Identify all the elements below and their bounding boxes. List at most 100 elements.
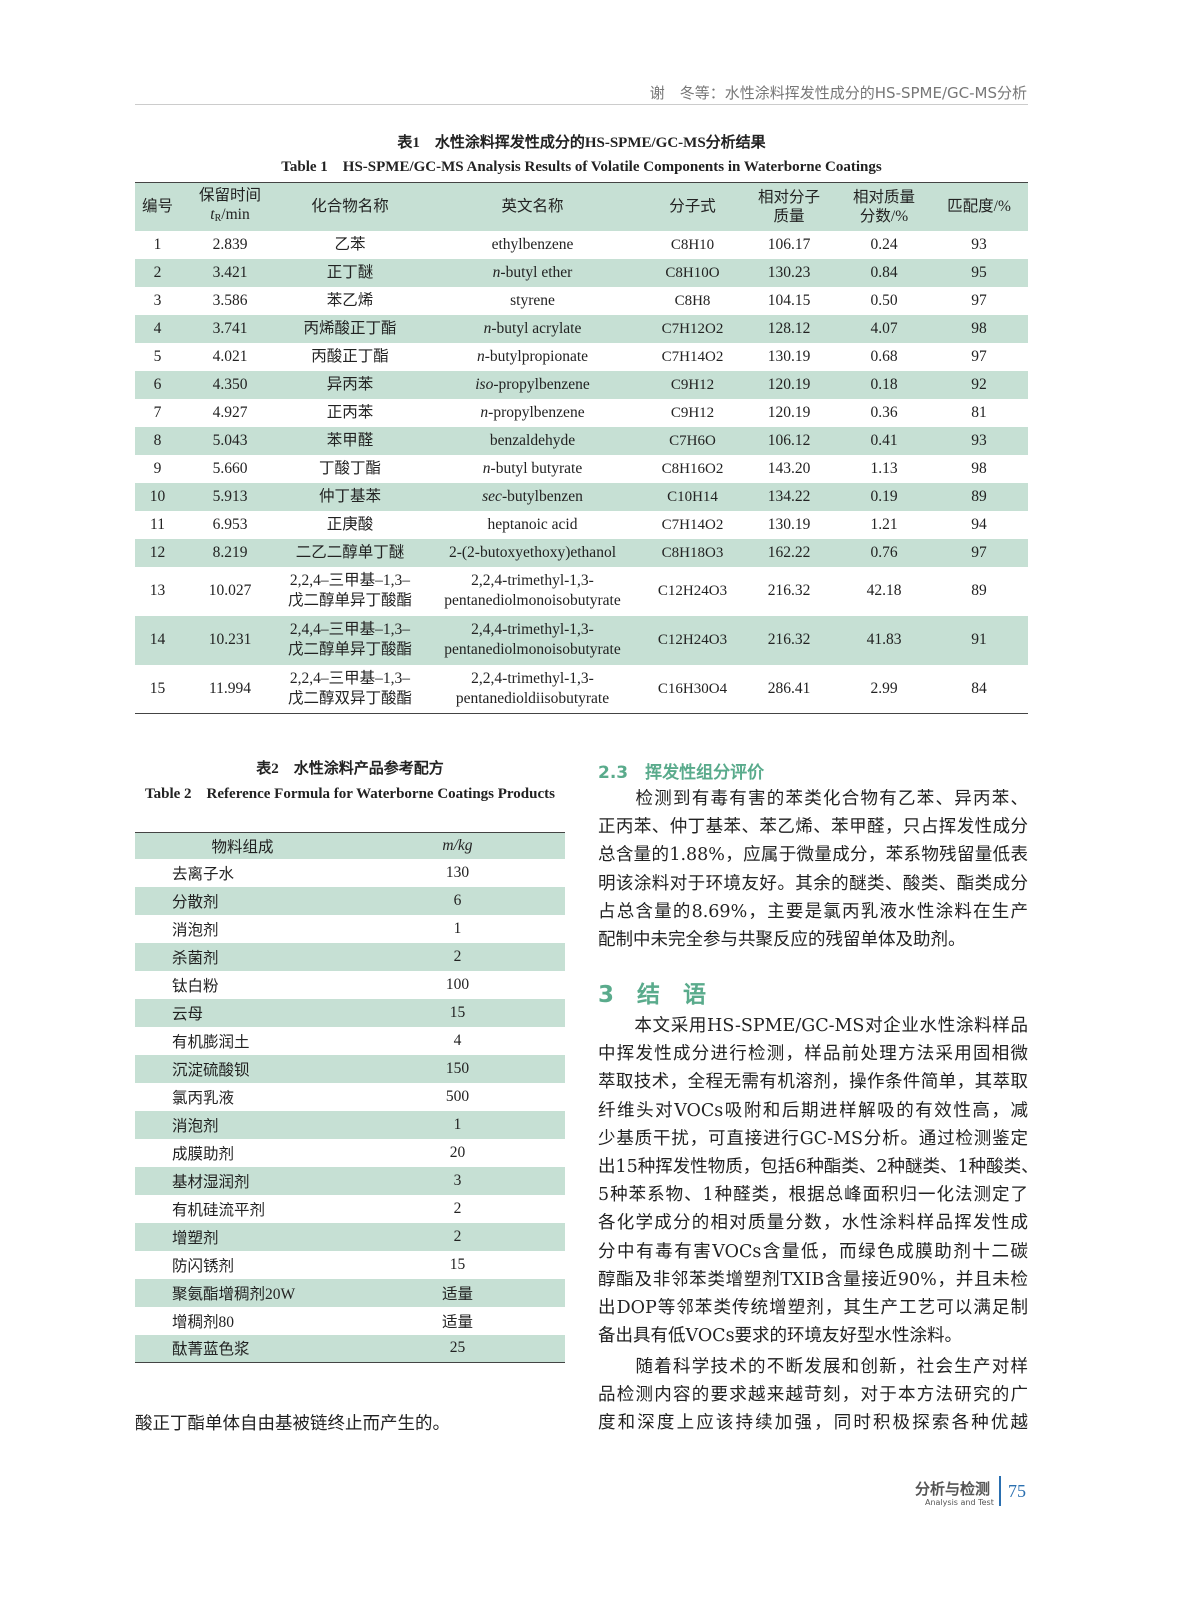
cell-mass: 3: [350, 1166, 565, 1195]
table-row: 6 4.350 异丙苯 iso-propylbenzene C9H12 120.19 0.1…: [135, 370, 1028, 399]
cell-match: 93: [971, 235, 987, 253]
table1-title-en: Table 1 HS-SPME/GC-MS Analysis Results o…: [281, 159, 882, 175]
cell-material: 消泡剂: [135, 1110, 350, 1139]
cell-mass-fraction: 0.41: [838, 426, 930, 455]
cell-retention-time: 4.021: [212, 347, 248, 365]
cell-id: 12: [135, 538, 180, 567]
text-line: 明该涂料对于环境友好。其余的醚类、酸类、酯类成分: [598, 873, 1028, 894]
table-row: 氯丙乳液 500: [135, 1083, 565, 1111]
cell-id: 14: [135, 615, 180, 665]
cell-material: 去离子水: [172, 865, 235, 883]
cell-formula: C12H24O3: [657, 583, 728, 599]
cell-mass-fraction: 0.68: [870, 347, 898, 365]
section-3-paragraph-2: 随着科学技术的不断发展和创新，社会生产对样 品检测内容的要求越来越苛刻，对于本方法…: [598, 1353, 1028, 1438]
cell-mass: 20: [449, 1143, 466, 1161]
cell-match: 89: [971, 582, 987, 599]
cell-mass: 130: [445, 863, 470, 881]
text-line: 品检测内容的要求越来越苛刻，对于本方法研究的广: [598, 1385, 1028, 1406]
left-column-tail-text: 酸正丁酯单体自由基被链终止而产生的。: [135, 1410, 565, 1438]
cell-retention-time: 3.741: [180, 314, 280, 343]
cell-molecular-weight: 128.12: [740, 314, 838, 343]
cell-retention-time: 6.953: [212, 515, 248, 533]
cell-molecular-weight: 106.17: [767, 235, 811, 253]
cell-compound-cn: 异丙苯: [280, 370, 420, 399]
cell-id: 15: [149, 679, 166, 697]
table-row: 10 5.913 仲丁基苯 sec-butylbenzen C10H14 134.22 0.…: [135, 482, 1028, 511]
cell-compound-cn: 正庚酸: [326, 515, 374, 533]
cell-mass-fraction: 41.83: [838, 615, 930, 665]
cell-id: 8: [135, 426, 180, 455]
table-row: 分散剂 6: [135, 886, 565, 915]
cell-id: 5: [153, 347, 162, 365]
cell-compound-cn: 2,4,4–三甲基–1,3– 戊二醇单异丁酸酯: [280, 615, 420, 665]
text-line: 度和深度上应该持续加强，同时积极探索各种优越: [598, 1413, 1028, 1434]
text-line: 本文采用HS-SPME/GC-MS对企业水性涂料样品: [598, 1016, 1028, 1036]
section-2-3-heading: 2.3 挥发性组分评价: [598, 763, 765, 783]
footer-journal-name: 分析与检测: [915, 1480, 991, 1498]
cell-match: 98: [971, 459, 987, 477]
table1-header-row: 编号 保留时间 tR/min 化合物名称 英文名称 分子式 相对分子 质量 相对质量…: [135, 182, 1028, 231]
cell-mass-fraction: 0.84: [838, 258, 930, 287]
table-row: 12 8.219 二乙二醇单丁醚 2-(2-butoxyethoxy)ethanol C…: [135, 538, 1028, 567]
table2-title-en: Table 2 Reference Formula for Waterborne…: [145, 786, 555, 802]
cell-id: 11: [150, 515, 165, 533]
text-line: 萃取技术，全程无需有机溶剂，操作条件简单，其萃取: [598, 1072, 1028, 1093]
cell-match: 97: [971, 291, 987, 309]
table2-title-cn: 表2 水性涂料产品参考配方: [256, 761, 444, 777]
cell-compound-cn: 苯甲醛: [280, 426, 420, 455]
cell-mass: 适量: [350, 1278, 565, 1307]
cell-molecular-weight: 143.20: [767, 459, 811, 477]
cell-formula: C10H14: [645, 482, 740, 511]
cell-molecular-weight: 162.22: [740, 538, 838, 567]
cell-formula: C9H12: [645, 370, 740, 399]
table-row: 钛白粉 100: [135, 971, 565, 999]
cell-english-name: styrene: [510, 291, 555, 309]
cell-material: 成膜助剂: [172, 1145, 235, 1163]
table-row: 13 10.027 2,2,4–三甲基–1,3– 戊二醇单异丁酸酯 2,2,4-trim…: [135, 567, 1028, 616]
cell-formula: C16H30O4: [657, 680, 728, 697]
cell-formula: C8H18O3: [645, 538, 740, 567]
text-line: 随着科学技术的不断发展和创新，社会生产对样: [598, 1357, 1028, 1377]
cell-material: 基材湿润剂: [135, 1166, 350, 1195]
table-row: 基材湿润剂 3: [135, 1166, 565, 1195]
text-line: 备出具有低VOCs要求的环境友好型水性涂料。: [598, 1326, 963, 1347]
cell-id: 2: [135, 258, 180, 287]
cell-english-name: benzaldehyde: [420, 426, 645, 455]
cell-mass-fraction: 0.50: [870, 291, 898, 309]
cell-mass-fraction: 42.18: [866, 582, 902, 599]
table-row: 增稠剂80 适量: [135, 1307, 565, 1335]
cell-retention-time: 5.660: [212, 459, 248, 477]
cell-compound-cn: 苯乙烯: [326, 291, 374, 309]
text-line: 出15种挥发性物质，包括6种酯类、2种醚类、1种酸类、: [598, 1157, 1039, 1178]
table-row: 云母 15: [135, 998, 565, 1027]
cell-molecular-weight: 120.19: [740, 370, 838, 399]
cell-match: 89: [930, 482, 1028, 511]
header-rule: [135, 104, 1028, 105]
table1: 编号 保留时间 tR/min 化合物名称 英文名称 分子式 相对分子 质量 相对质量…: [135, 182, 1028, 714]
cell-retention-time: 4.350: [180, 370, 280, 399]
cell-retention-time: 5.043: [180, 426, 280, 455]
cell-mass-fraction: 1.13: [870, 459, 898, 477]
page-number: 75: [1008, 1481, 1026, 1501]
text-line: 出DOP等邻苯类传统增塑剂，其生产工艺可以满足制: [598, 1298, 1028, 1319]
table-row: 沉淀硫酸钡 150: [135, 1054, 565, 1083]
table-row: 成膜助剂 20: [135, 1139, 565, 1167]
cell-english-name: ethylbenzene: [491, 235, 574, 253]
cell-mass-fraction: 0.24: [870, 235, 898, 253]
cell-mass: 2: [350, 1222, 565, 1251]
cell-formula: C7H14O2: [661, 348, 724, 365]
table-row: 防闪锈剂 15: [135, 1251, 565, 1279]
cell-molecular-weight: 104.15: [767, 291, 811, 309]
table-row: 5 4.021 丙酸正丁酯 n-butylpropionate C7H14O2 130.1…: [135, 343, 1028, 371]
cell-molecular-weight: 130.19: [767, 515, 811, 533]
cell-compound-cn: 丙酸正丁酯: [311, 347, 389, 365]
cell-molecular-weight: 120.19: [767, 403, 811, 421]
cell-formula: C8H8: [674, 292, 711, 309]
cell-mass: 适量: [441, 1313, 473, 1331]
cell-mass: 1: [453, 919, 462, 937]
cell-english-name: 2,4,4-trimethyl-1,3- pentanediolmonoisobu…: [420, 615, 645, 665]
cell-material: 有机膨润土: [172, 1033, 250, 1051]
cell-mass: 4: [453, 1031, 462, 1049]
cell-english-name: sec-butylbenzen: [420, 482, 645, 511]
cell-mass: 2: [453, 1199, 462, 1217]
